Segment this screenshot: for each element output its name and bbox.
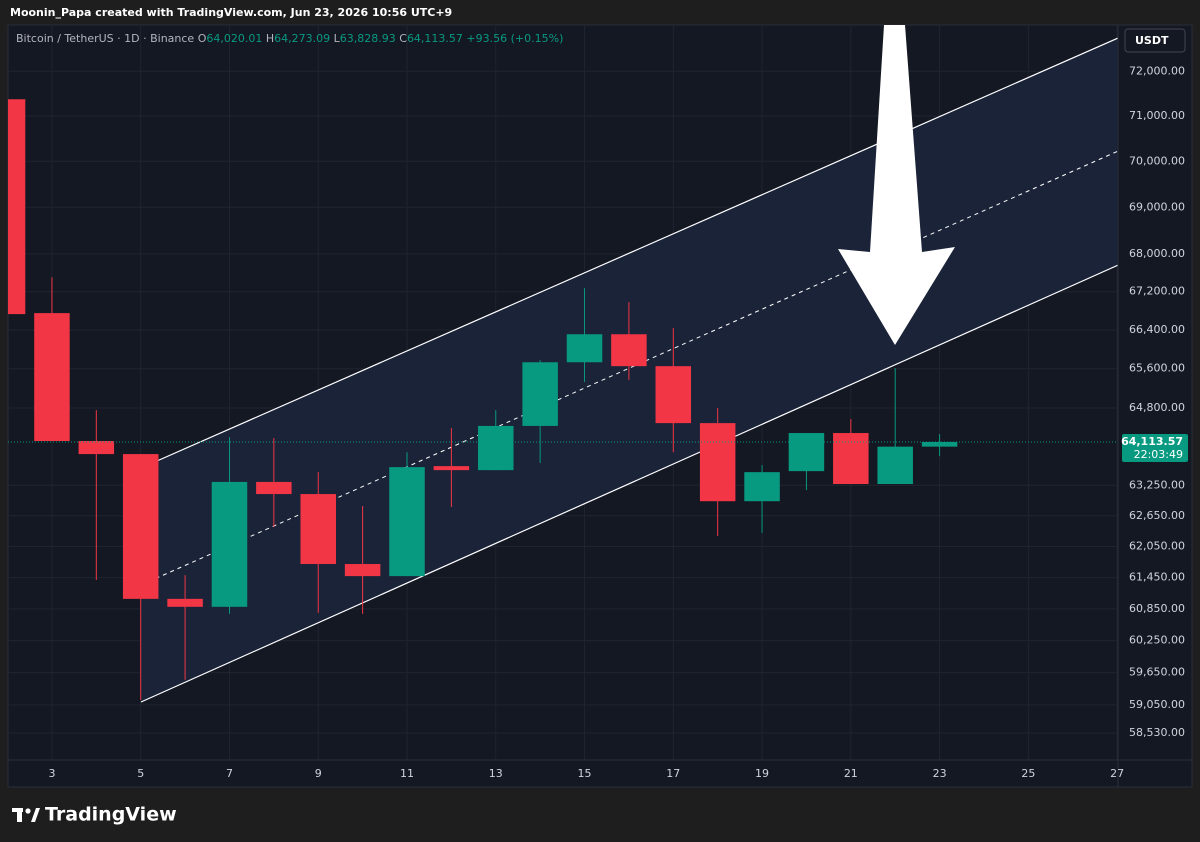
candle-body — [921, 441, 958, 447]
y-tick-label: 69,000.00 — [1129, 200, 1185, 213]
y-tick-label: 61,450.00 — [1129, 571, 1185, 584]
x-tick-label: 21 — [844, 767, 858, 780]
header-text: Moonin_Papa created with TradingView.com… — [10, 6, 452, 19]
x-tick-label: 15 — [578, 767, 592, 780]
candle-body — [8, 99, 26, 315]
ohlc-value: 63,828.93 — [339, 32, 396, 45]
x-tick-label: 27 — [1110, 767, 1124, 780]
y-tick-label: 71,000.00 — [1129, 109, 1185, 122]
candle-body — [389, 467, 425, 577]
change-label: +93.56 (+0.15%) — [466, 32, 564, 45]
x-tick-label: 23 — [933, 767, 947, 780]
candle-body — [655, 366, 692, 424]
last-price-tag — [1122, 433, 1188, 462]
symbol-title: Bitcoin / TetherUS · 1D · Binance — [16, 32, 195, 45]
y-tick-label: 59,050.00 — [1129, 698, 1185, 711]
y-tick-label: 63,250.00 — [1129, 478, 1185, 491]
candle-body — [566, 334, 603, 363]
y-tick-label: 58,530.00 — [1129, 726, 1185, 739]
y-tick-label: 62,650.00 — [1129, 509, 1185, 522]
x-tick-label: 3 — [48, 767, 55, 780]
ohlc-key: O — [197, 32, 207, 45]
x-tick-label: 17 — [666, 767, 680, 780]
ohlc-key: L — [333, 32, 340, 45]
candle-body — [433, 466, 470, 471]
candle-body — [167, 598, 203, 607]
annotation-arrow — [838, 25, 955, 345]
candle-body — [611, 334, 647, 367]
y-tick-label: 66,400.00 — [1129, 323, 1185, 336]
brand-name: TradingView — [45, 804, 177, 826]
x-tick-label: 11 — [400, 767, 414, 780]
y-tick-label: 65,600.00 — [1129, 362, 1185, 375]
x-tick-label: 7 — [226, 767, 233, 780]
ohlc-value: 64,113.57 — [406, 32, 463, 45]
ohlc-value: 64,273.09 — [274, 32, 331, 45]
y-tick-label: 67,200.00 — [1129, 285, 1185, 298]
candle-body — [256, 481, 292, 495]
ohlc-value: 64,020.01 — [206, 32, 263, 45]
y-tick-label: 64,800.00 — [1129, 401, 1185, 414]
x-tick-label: 13 — [489, 767, 503, 780]
x-tick-label: 5 — [137, 767, 144, 780]
y-tick-label: 72,000.00 — [1129, 64, 1185, 77]
y-tick-label: 60,850.00 — [1129, 602, 1185, 615]
y-tick-label: 59,650.00 — [1129, 666, 1185, 679]
x-tick-label: 25 — [1021, 767, 1035, 780]
y-tick-label: 68,000.00 — [1129, 247, 1185, 260]
candle-body — [833, 433, 869, 484]
currency-box[interactable] — [1124, 28, 1186, 53]
candle-body — [300, 494, 336, 565]
candle-body — [699, 423, 736, 502]
symbol-legend: Bitcoin / TetherUS · 1D · Binance O64,02… — [16, 32, 563, 45]
y-tick-label: 60,250.00 — [1129, 634, 1185, 647]
x-tick-label: 19 — [755, 767, 769, 780]
candle-body — [522, 362, 558, 426]
y-tick-label: 62,050.00 — [1129, 540, 1185, 553]
candle-body — [34, 313, 70, 442]
channel-lower — [140, 264, 1118, 703]
x-tick-label: 9 — [315, 767, 322, 780]
brand-logo: TradingView — [12, 804, 177, 826]
candle-body — [877, 446, 913, 484]
candle-body — [122, 454, 159, 599]
candle-body — [344, 564, 381, 577]
candle-body — [478, 425, 514, 471]
ohlc-key: C — [399, 32, 407, 45]
ohlc-key: H — [265, 32, 275, 45]
y-tick-label: 70,000.00 — [1129, 154, 1185, 167]
last-price-label: 64,113.57 — [1121, 435, 1183, 448]
channel-upper — [140, 37, 1118, 469]
candle-body — [744, 472, 780, 502]
countdown-label: 22:03:49 — [1134, 448, 1183, 461]
currency-label: USDT — [1135, 34, 1169, 47]
candle-body — [78, 441, 115, 455]
candle-body — [211, 481, 248, 607]
candle-body — [788, 433, 825, 472]
